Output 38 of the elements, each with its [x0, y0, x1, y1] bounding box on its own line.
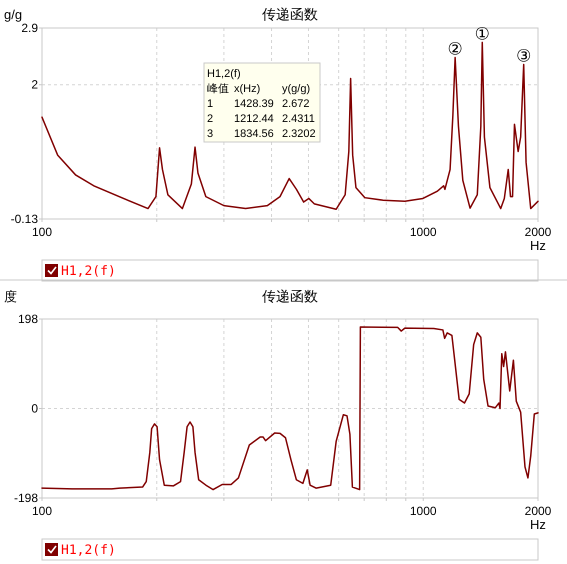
y-tick-label: 2.9 [21, 21, 38, 35]
y-tick-label: 198 [18, 312, 38, 326]
annotation: ③ [516, 46, 532, 67]
annotation: 2 [207, 113, 214, 125]
x-tick-label: 2000 [524, 504, 552, 518]
legend-label: H1,2(f) [61, 264, 116, 279]
x-tick-label: 1000 [410, 504, 437, 518]
legend: H1,2(f) [42, 260, 538, 282]
annotation: H1,2(f) [207, 68, 241, 80]
chart-title: 传递函数 [262, 6, 318, 22]
annotation: 2.4311 [282, 113, 315, 125]
annotation: 峰值 [207, 83, 229, 95]
annotation: 1 [207, 98, 214, 110]
x-tick-label: 100 [32, 504, 52, 518]
annotation: ① [474, 24, 490, 44]
annotation: y(g/g) [282, 83, 310, 95]
legend: H1,2(f) [42, 538, 538, 560]
y-axis-title: g/g [4, 7, 22, 22]
annotation: 2.672 [282, 98, 310, 110]
x-axis-title: Hz [530, 517, 546, 532]
x-tick-label: 1000 [410, 225, 437, 239]
annotation: 1428.39 [234, 98, 274, 110]
annotation: 1834.56 [234, 128, 274, 140]
annotation: x(Hz) [234, 83, 260, 95]
x-axis-title: Hz [530, 238, 546, 253]
annotation: 1212.44 [234, 113, 274, 125]
annotation: 3 [207, 128, 214, 140]
y-tick-label: 2 [31, 78, 38, 92]
legend-label: H1,2(f) [61, 543, 116, 558]
chart-title: 传递函数 [262, 288, 318, 304]
x-tick-label: 2000 [524, 225, 552, 239]
y-axis-title: 度 [4, 289, 17, 304]
y-tick-label: 0 [31, 402, 38, 416]
y-tick-label: -0.13 [10, 212, 38, 226]
y-tick-label: -198 [14, 491, 38, 505]
annotation: 2.3202 [282, 128, 316, 140]
annotation: ② [448, 40, 463, 60]
x-tick-label: 100 [32, 225, 52, 239]
